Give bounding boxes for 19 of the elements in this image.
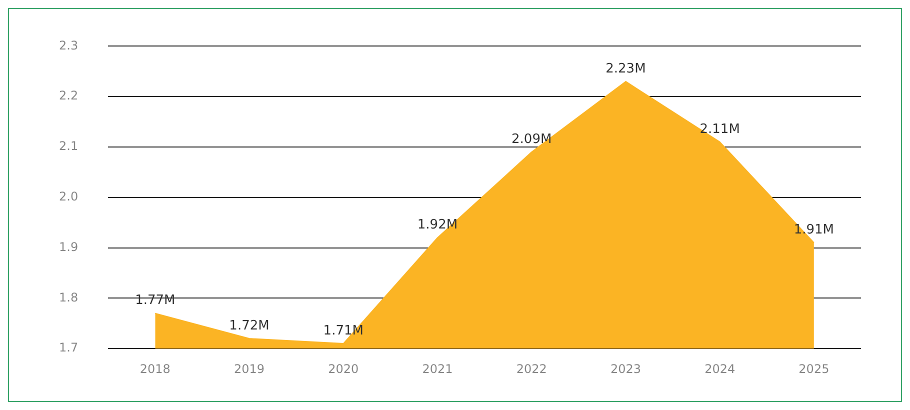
y-tick-label: 2.0 (58, 190, 78, 204)
data-label: 1.72M (229, 318, 270, 334)
x-tick-label: 2018 (140, 362, 170, 376)
x-tick-label: 2024 (704, 362, 736, 376)
data-label: 2.23M (606, 61, 646, 76)
data-label: 2.09M (512, 132, 552, 147)
x-tick-label: 2021 (422, 362, 453, 376)
x-tick-label: 2020 (328, 362, 359, 376)
x-tick-label: 2019 (234, 362, 265, 376)
y-tick-label: 2.2 (58, 88, 78, 103)
y-tick-label: 2.1 (58, 139, 78, 154)
y-tick-label: 2.3 (58, 38, 78, 52)
y-tick-label: 1.9 (58, 240, 78, 254)
data-label: 2.11M (700, 122, 740, 137)
y-tick-label: 1.7 (58, 340, 78, 355)
x-tick-label: 2022 (516, 362, 547, 376)
x-tick-label: 2025 (798, 362, 830, 376)
y-tick-label: 1.8 (58, 290, 78, 304)
x-tick-label: 2023 (610, 362, 641, 376)
